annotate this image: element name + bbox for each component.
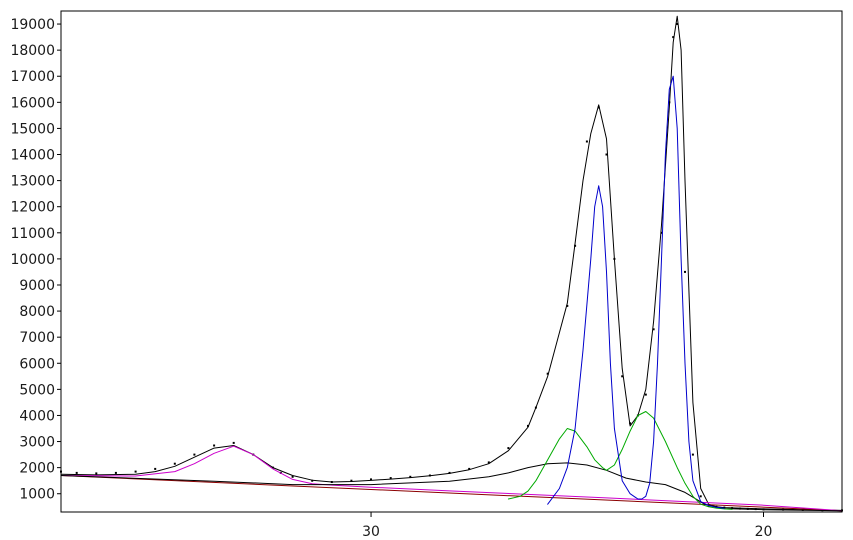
- series-observed-point-45: [699, 495, 702, 498]
- x-tick-label-1: 20: [755, 524, 773, 540]
- series-fit-total-line: [60, 15, 843, 511]
- series-observed-point-37: [644, 393, 647, 396]
- series-observed-point-42: [676, 23, 679, 25]
- y-axis: 1000 2000 3000 4000 5000 6000 7000 8000 9000 1000…: [10, 17, 61, 503]
- series-observed-point-30: [585, 140, 588, 143]
- y-tick-label-1: 2000: [19, 461, 55, 477]
- y-tick-label-6: 7000: [19, 330, 55, 346]
- y-tick-label-7: 8000: [19, 304, 55, 320]
- series-observed-point-43: [684, 270, 686, 273]
- y-tick-label-2: 3000: [19, 435, 55, 451]
- series-observed-point-16: [350, 479, 353, 482]
- series-peak-1-line: [60, 445, 843, 512]
- y-tick-label-9: 10000: [10, 252, 55, 268]
- series-observed-point-4: [134, 470, 137, 473]
- series-observed-point-39: [660, 231, 663, 234]
- series-observed-point-32: [605, 153, 608, 156]
- y-tick-label-5: 6000: [19, 356, 55, 372]
- series-observed-point-19: [409, 475, 412, 478]
- series-observed-point-7: [193, 453, 196, 456]
- series-observed-point-6: [173, 462, 176, 465]
- series-observed-point-38: [652, 328, 655, 331]
- plot-frame: [60, 10, 843, 513]
- series-observed-point-27: [546, 372, 549, 375]
- series-observed-point-24: [507, 447, 510, 450]
- series-broad-component-line: [60, 462, 843, 512]
- series-observed-point-31: [597, 106, 600, 109]
- series-observed-point-3: [114, 471, 117, 474]
- series-observed-point-41: [672, 36, 675, 39]
- series-peak-2-line: [507, 411, 733, 510]
- x-axis: 30 20: [362, 512, 772, 540]
- y-tick-label-11: 12000: [10, 200, 55, 216]
- y-tick-label-8: 9000: [19, 278, 55, 294]
- y-tick-label-13: 14000: [10, 148, 55, 164]
- series-layer: [60, 15, 843, 512]
- y-tick-label-10: 11000: [10, 226, 55, 242]
- y-tick-label-15: 16000: [10, 95, 55, 111]
- y-tick-label-3: 4000: [19, 408, 55, 424]
- y-tick-label-18: 19000: [10, 17, 55, 33]
- series-observed-point-28: [566, 304, 569, 307]
- series-observed-point-23: [487, 461, 490, 464]
- series-observed-point-13: [291, 475, 294, 478]
- series-observed-point-34: [621, 375, 624, 378]
- series-observed-point-5: [154, 467, 157, 470]
- y-tick-label-0: 1000: [19, 487, 55, 503]
- series-baseline-line: [60, 475, 843, 512]
- series-observed-point-17: [370, 478, 372, 481]
- series-observed-point-9: [232, 441, 235, 444]
- y-tick-label-4: 5000: [19, 382, 55, 398]
- y-tick-label-14: 15000: [10, 121, 55, 137]
- y-tick-label-12: 13000: [10, 174, 55, 190]
- series-observed-point-22: [468, 467, 471, 470]
- series-observed-point-8: [213, 444, 216, 447]
- y-tick-label-16: 17000: [10, 69, 55, 85]
- series-observed-point-18: [389, 477, 392, 480]
- series-observed-point-1: [75, 471, 78, 474]
- series-peak-3-line: [547, 75, 725, 509]
- series-observed-point-44: [691, 453, 694, 456]
- series-observed-point-2: [95, 472, 98, 475]
- y-tick-label-17: 18000: [10, 43, 55, 59]
- x-tick-label-0: 30: [362, 524, 380, 540]
